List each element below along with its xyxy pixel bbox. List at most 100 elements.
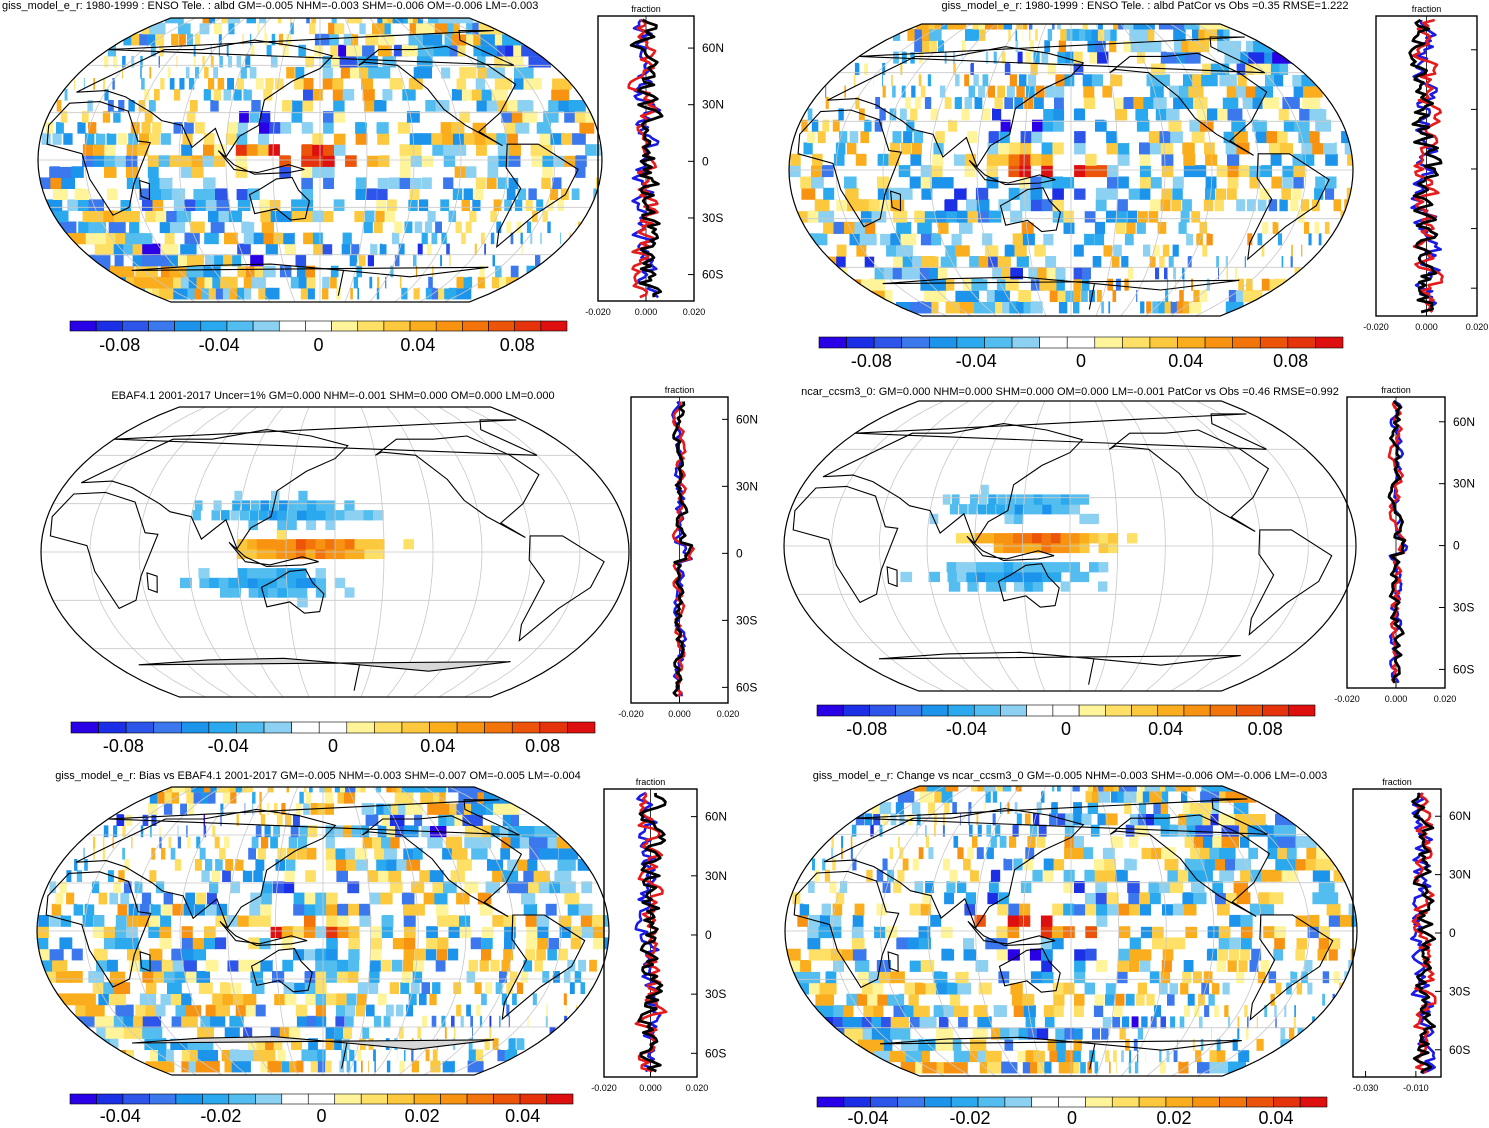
anomaly-cell — [240, 66, 247, 79]
anomaly-cell — [942, 960, 956, 972]
meridian-line — [831, 401, 945, 691]
meridian-line — [879, 786, 971, 1076]
anomaly-cell — [149, 22, 166, 35]
anomaly-cell — [177, 836, 181, 849]
anomaly-cell — [1064, 278, 1074, 291]
anomaly-cell — [82, 915, 94, 927]
anomaly-cell — [278, 500, 289, 511]
anomaly-cell — [295, 803, 302, 815]
anomaly-cell — [1237, 1027, 1240, 1040]
coastline — [49, 491, 159, 610]
meridian-line — [187, 407, 258, 697]
anomaly-cell — [517, 188, 527, 200]
anomaly-cell — [1064, 824, 1075, 837]
anomaly-cell — [497, 177, 508, 189]
anomaly-cell — [431, 232, 438, 245]
anomaly-cell — [262, 265, 276, 278]
anomaly-cell — [282, 100, 293, 112]
colorbar-tick-label: 0.02 — [405, 1106, 440, 1126]
anomaly-cell — [1275, 982, 1282, 995]
anomaly-cell — [218, 33, 222, 46]
anomaly-cell — [1274, 937, 1285, 950]
anomaly-cell — [305, 993, 317, 1006]
anomaly-cell — [486, 144, 500, 156]
anomaly-cell — [491, 276, 504, 289]
anomaly-cell — [224, 1027, 240, 1039]
colorbar-swatch — [466, 1093, 494, 1105]
coastline — [997, 563, 1060, 608]
anomaly-cell — [499, 1015, 501, 1028]
colorbar-swatch — [98, 721, 127, 734]
anomaly-cell — [351, 243, 360, 256]
anomaly-cell — [243, 276, 259, 289]
anomaly-cell — [270, 836, 278, 849]
anomaly-cell — [56, 100, 62, 112]
anomaly-cell — [836, 971, 852, 984]
anomaly-cell — [1023, 581, 1034, 592]
anomaly-cell — [1257, 971, 1266, 984]
anomaly-cell — [451, 847, 468, 860]
anomaly-cell — [243, 232, 257, 245]
anomaly-cell — [531, 155, 543, 167]
anomaly-cell — [203, 144, 215, 156]
anomaly-cell — [1160, 142, 1173, 155]
anomaly-cell — [248, 1015, 262, 1028]
anomaly-cell — [324, 791, 333, 804]
anomaly-cell — [1155, 74, 1170, 87]
anomaly-cell — [1201, 786, 1239, 792]
anomaly-cell — [1170, 210, 1180, 223]
anomaly-cell — [287, 510, 298, 521]
anomaly-cell — [75, 1004, 96, 1017]
anomaly-cell — [382, 55, 397, 68]
anomaly-cell — [945, 786, 965, 792]
anomaly-cell — [152, 892, 163, 905]
anomaly-cell — [942, 813, 945, 826]
anomaly-cell — [1315, 119, 1331, 132]
anomaly-cell — [249, 510, 259, 521]
anomaly-cell — [194, 903, 205, 916]
anomaly-cell — [543, 111, 559, 123]
anomaly-cell — [144, 1038, 167, 1050]
anomaly-cell — [1052, 210, 1065, 223]
anomaly-cell — [474, 133, 488, 145]
anomaly-cell — [282, 221, 294, 234]
anomaly-cell — [435, 959, 446, 972]
anomaly-cell — [1073, 1005, 1084, 1017]
anomaly-cell — [259, 18, 267, 24]
anomaly-cell — [322, 287, 329, 300]
anomaly-cell — [1231, 119, 1246, 132]
anomaly-cell — [844, 960, 859, 972]
anomaly-cell — [520, 232, 523, 245]
anomaly-cell — [542, 210, 548, 223]
anomaly-cell — [487, 155, 500, 167]
anomaly-cell — [1168, 221, 1177, 234]
anomaly-cell — [364, 548, 375, 560]
anomaly-cell — [251, 836, 259, 849]
anomaly-cell — [1018, 1027, 1031, 1040]
anomaly-cell — [1194, 858, 1210, 871]
anomaly-cell — [801, 119, 808, 132]
anomaly-cell — [1235, 267, 1237, 280]
anomaly-cell — [1052, 187, 1064, 200]
anomaly-cell — [1154, 813, 1170, 826]
anomaly-cell — [115, 937, 128, 950]
anomaly-cell — [208, 243, 224, 256]
anomaly-cell — [333, 133, 346, 145]
anomaly-cell — [1118, 948, 1130, 961]
anomaly-cell — [266, 548, 277, 560]
anomaly-cell — [440, 265, 443, 278]
colorbar-swatch — [1094, 336, 1123, 349]
anomaly-cell — [1074, 881, 1086, 893]
anomaly-cell — [1125, 1038, 1130, 1051]
anomaly-cell — [967, 1016, 983, 1029]
anomaly-cell — [1041, 903, 1053, 916]
anomaly-cell — [368, 982, 379, 994]
anomaly-cell — [1164, 267, 1168, 280]
anomaly-cell — [404, 254, 409, 267]
anomaly-cell — [343, 791, 355, 804]
anomaly-cell — [87, 254, 111, 267]
anomaly-cell — [1246, 74, 1266, 87]
anomaly-cell — [449, 254, 451, 267]
anomaly-cell — [415, 22, 438, 35]
anomaly-cell — [1005, 504, 1015, 515]
